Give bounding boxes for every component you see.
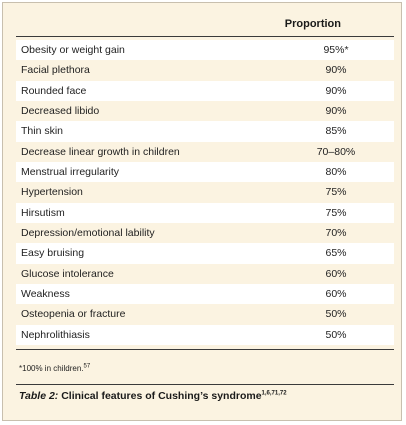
caption-references: 1,6,71,72 xyxy=(261,390,287,397)
proportion-cell: 50% xyxy=(325,308,347,321)
feature-cell: Thin skin xyxy=(21,125,64,138)
caption-text: Clinical features of Cushing’s syndrome xyxy=(58,389,262,402)
proportion-cell: 60% xyxy=(325,287,347,300)
caption-rule xyxy=(16,383,394,385)
proportion-cell: 60% xyxy=(325,267,347,280)
feature-cell: Hirsutism xyxy=(21,206,65,219)
table-row: Nephrolithiasis 50% xyxy=(16,324,394,345)
proportion-cell: 70–80% xyxy=(316,145,356,158)
proportion-cell: 90% xyxy=(325,104,347,117)
proportion-column-header: Proportion xyxy=(284,18,341,30)
feature-cell: Easy bruising xyxy=(21,247,85,260)
table-row: Easy bruising 65% xyxy=(16,243,394,264)
table-row: Weakness 60% xyxy=(16,283,394,305)
table-row: Osteopenia or fracture 50% xyxy=(16,304,394,324)
proportion-cell: 65% xyxy=(325,247,347,260)
table-row: Decrease linear growth in children 70–80% xyxy=(16,142,394,162)
proportion-cell: 90% xyxy=(325,84,347,97)
table-caption: Table 2: Clinical features of Cushing’s … xyxy=(19,390,394,402)
table-row: Obesity or weight gain 95%* xyxy=(16,40,394,61)
feature-cell: Osteopenia or fracture xyxy=(21,308,126,321)
table-row: Menstrual irregularity 80% xyxy=(16,161,394,183)
proportion-cell: 50% xyxy=(325,328,347,341)
proportion-cell: 75% xyxy=(325,186,347,199)
table-footnote: *100% in children.57 xyxy=(19,363,394,373)
feature-cell: Hypertension xyxy=(21,186,83,199)
table-row: Decreased libido 90% xyxy=(16,101,394,121)
feature-cell: Obesity or weight gain xyxy=(21,44,125,56)
table-row: Hirsutism 75% xyxy=(16,202,394,223)
feature-cell: Depression/emotional lability xyxy=(21,226,155,239)
proportion-cell: 70% xyxy=(325,226,347,239)
feature-cell: Facial plethora xyxy=(21,64,90,77)
table-panel: Proportion Obesity or weight gain 95%* Fac… xyxy=(2,2,402,421)
table-row: Hypertension 75% xyxy=(16,182,394,202)
proportion-cell: 95%* xyxy=(323,44,349,56)
feature-cell: Rounded face xyxy=(21,84,87,97)
table-row: Thin skin 85% xyxy=(16,121,394,142)
feature-cell: Glucose intolerance xyxy=(21,267,114,280)
table-bottom-rule xyxy=(16,348,394,350)
caption-label: Table 2: xyxy=(19,389,59,402)
footnote-text: *100% in children. xyxy=(19,363,84,373)
table-body: Obesity or weight gain 95%* Facial plethor… xyxy=(16,40,394,345)
table-row: Glucose intolerance 60% xyxy=(16,264,394,284)
feature-cell: Nephrolithiasis xyxy=(21,328,90,341)
clinical-features-table: Proportion Obesity or weight gain 95%* Fac… xyxy=(16,14,394,402)
proportion-cell: 85% xyxy=(325,125,347,138)
proportion-cell: 90% xyxy=(325,64,347,77)
proportion-cell: 80% xyxy=(325,165,347,178)
feature-cell: Decrease linear growth in children xyxy=(21,145,180,158)
table-row: Depression/emotional lability 70% xyxy=(16,223,394,243)
table-header: Proportion xyxy=(16,14,394,37)
footnote-reference: 57 xyxy=(83,363,91,370)
feature-cell: Menstrual irregularity xyxy=(21,165,120,178)
feature-cell: Weakness xyxy=(21,287,70,300)
feature-cell: Decreased libido xyxy=(21,104,100,117)
table-row: Rounded face 90% xyxy=(16,80,394,101)
proportion-cell: 75% xyxy=(325,206,347,219)
table-row: Facial plethora 90% xyxy=(16,60,394,80)
